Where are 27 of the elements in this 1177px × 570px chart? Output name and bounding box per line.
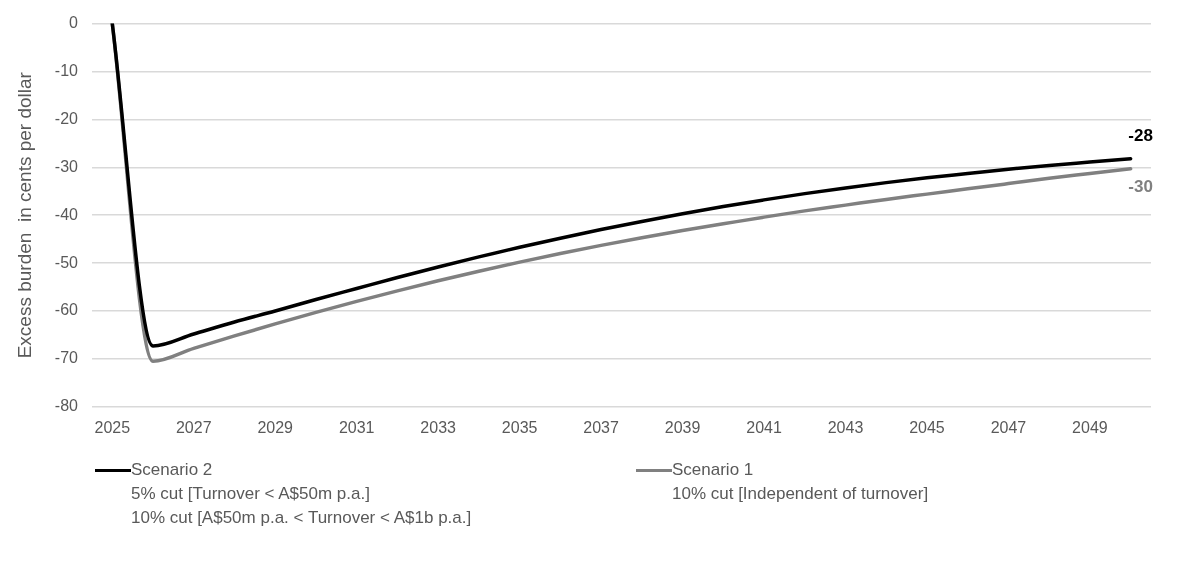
y-tick-label: -60 <box>54 301 79 319</box>
x-tick-label: 2037 <box>583 418 619 436</box>
y-tick-label: -80 <box>54 397 79 415</box>
y-tick-label: -40 <box>54 205 79 223</box>
x-tick-label: 2047 <box>990 418 1027 436</box>
x-tick-label: 2035 <box>501 418 538 436</box>
y-tick-label: 0 <box>69 14 79 32</box>
data-label: -30 <box>1128 176 1153 196</box>
legend-label: Scenario 1 10% cut [Independent of turnover] <box>672 459 929 505</box>
x-tick-label: 2025 <box>94 418 131 436</box>
y-tick-label: -20 <box>54 109 79 127</box>
y-tick-label: -50 <box>54 253 79 271</box>
x-tick-label: 2029 <box>257 418 294 436</box>
y-tick-label: -70 <box>54 349 79 367</box>
y-axis-title: Excess burden in cents per dollar <box>13 71 35 359</box>
x-tick-label: 2043 <box>827 418 864 436</box>
x-tick-label: 2031 <box>338 418 375 436</box>
y-tick-label: -30 <box>54 157 79 175</box>
x-tick-label: 2033 <box>420 418 457 436</box>
data-label: -28 <box>1128 125 1153 145</box>
y-tick-label: -10 <box>54 61 79 79</box>
legend-label: Scenario 2 5% cut [Turnover < A$50m p.a.] 10% cut [A$50m p.a. < Turnover < A$1b p.a.] <box>131 459 472 529</box>
x-tick-label: 2027 <box>175 418 212 436</box>
x-tick-label: 2039 <box>664 418 701 436</box>
x-tick-label: 2041 <box>746 418 782 436</box>
x-tick-label: 2049 <box>1072 418 1108 436</box>
x-tick-label: 2045 <box>909 418 945 436</box>
